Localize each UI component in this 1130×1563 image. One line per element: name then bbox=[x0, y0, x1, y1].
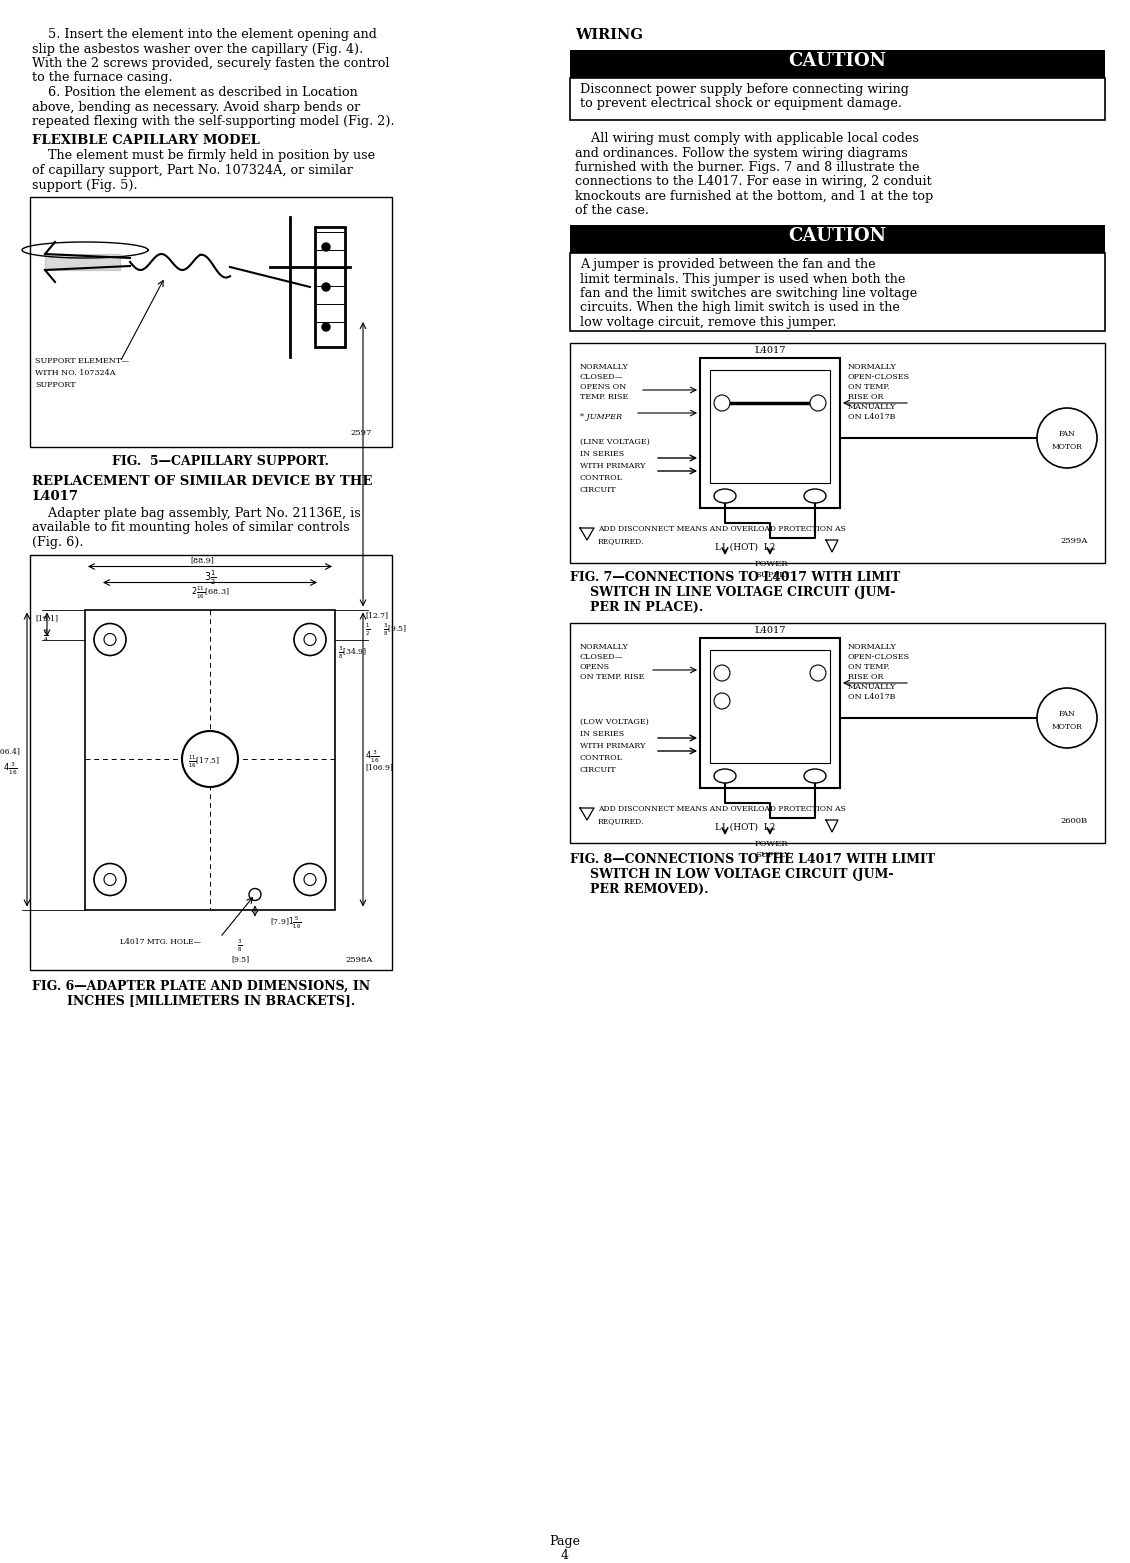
Text: repeated flexing with the self-supporting model (Fig. 2).: repeated flexing with the self-supportin… bbox=[32, 116, 394, 128]
Ellipse shape bbox=[805, 489, 826, 503]
Text: 2599A: 2599A bbox=[1060, 538, 1087, 545]
Ellipse shape bbox=[714, 769, 736, 783]
Text: L4017 MTG. HOLE—: L4017 MTG. HOLE— bbox=[120, 938, 201, 946]
Text: CONTROL: CONTROL bbox=[580, 753, 623, 763]
Text: OPENS ON: OPENS ON bbox=[580, 383, 626, 391]
Circle shape bbox=[714, 692, 730, 710]
Text: L1 (HOT)  L2: L1 (HOT) L2 bbox=[715, 542, 775, 552]
Text: L4017: L4017 bbox=[754, 345, 785, 355]
Text: FLEXIBLE CAPILLARY MODEL: FLEXIBLE CAPILLARY MODEL bbox=[32, 133, 260, 147]
Text: 2597: 2597 bbox=[350, 428, 372, 438]
Text: A jumper is provided between the fan and the: A jumper is provided between the fan and… bbox=[580, 258, 876, 270]
Text: [106.9]: [106.9] bbox=[365, 763, 393, 771]
Text: $\frac{3}{8}$[9.5]: $\frac{3}{8}$[9.5] bbox=[383, 622, 407, 638]
Text: * JUMPER: * JUMPER bbox=[580, 413, 622, 420]
Circle shape bbox=[810, 395, 826, 411]
Circle shape bbox=[810, 664, 826, 681]
Text: ON L4017B: ON L4017B bbox=[848, 692, 895, 700]
Text: MOTOR: MOTOR bbox=[1052, 442, 1083, 452]
Text: to prevent electrical shock or equipment damage.: to prevent electrical shock or equipment… bbox=[580, 97, 902, 109]
Circle shape bbox=[714, 664, 730, 681]
Text: WIRING: WIRING bbox=[575, 28, 643, 42]
Text: POWER: POWER bbox=[755, 560, 789, 567]
Text: ON TEMP.: ON TEMP. bbox=[848, 383, 889, 391]
Circle shape bbox=[94, 863, 127, 896]
Text: [106.4]: [106.4] bbox=[0, 747, 20, 755]
Text: [12.7]
$\frac{1}{2}$: [12.7] $\frac{1}{2}$ bbox=[365, 611, 388, 638]
Circle shape bbox=[294, 624, 325, 655]
Text: furnished with the burner. Figs. 7 and 8 illustrate the: furnished with the burner. Figs. 7 and 8… bbox=[575, 161, 920, 173]
Text: slip the asbestos washer over the capillary (Fig. 4).: slip the asbestos washer over the capill… bbox=[32, 42, 363, 56]
Text: Page: Page bbox=[549, 1535, 581, 1547]
Text: WITH PRIMARY: WITH PRIMARY bbox=[580, 463, 645, 470]
Text: IN SERIES: IN SERIES bbox=[580, 730, 624, 738]
Polygon shape bbox=[315, 227, 345, 347]
Text: POWER: POWER bbox=[755, 839, 789, 849]
Text: All wiring must comply with applicable local codes: All wiring must comply with applicable l… bbox=[575, 131, 919, 145]
Text: RISE OR: RISE OR bbox=[848, 392, 884, 402]
Text: CONTROL: CONTROL bbox=[580, 474, 623, 481]
Text: RISE OR: RISE OR bbox=[848, 674, 884, 681]
Text: L1 (HOT)  L2: L1 (HOT) L2 bbox=[715, 824, 775, 832]
Text: FIG. 6—ADAPTER PLATE AND DIMENSIONS, IN: FIG. 6—ADAPTER PLATE AND DIMENSIONS, IN bbox=[32, 980, 371, 993]
Text: FIG.  5—CAPILLARY SUPPORT.: FIG. 5—CAPILLARY SUPPORT. bbox=[112, 455, 329, 467]
Circle shape bbox=[304, 633, 316, 646]
Text: 6. Position the element as described in Location: 6. Position the element as described in … bbox=[32, 86, 358, 98]
Text: ADD DISCONNECT MEANS AND OVERLOAD PROTECTION AS: ADD DISCONNECT MEANS AND OVERLOAD PROTEC… bbox=[598, 805, 846, 813]
Polygon shape bbox=[570, 78, 1105, 120]
Text: [19.1]: [19.1] bbox=[35, 614, 58, 622]
Text: 2600B: 2600B bbox=[1060, 817, 1087, 825]
Text: With the 2 screws provided, securely fasten the control: With the 2 screws provided, securely fas… bbox=[32, 56, 390, 70]
Circle shape bbox=[322, 324, 330, 331]
Text: to the furnace casing.: to the furnace casing. bbox=[32, 72, 173, 84]
Text: of capillary support, Part No. 107324A, or similar: of capillary support, Part No. 107324A, … bbox=[32, 164, 353, 177]
Polygon shape bbox=[570, 50, 1105, 78]
Text: IN SERIES: IN SERIES bbox=[580, 450, 624, 458]
Text: fan and the limit switches are switching line voltage: fan and the limit switches are switching… bbox=[580, 288, 918, 300]
Text: $\frac{3}{4}$: $\frac{3}{4}$ bbox=[43, 627, 49, 644]
Text: low voltage circuit, remove this jumper.: low voltage circuit, remove this jumper. bbox=[580, 316, 836, 328]
Text: OPEN-CLOSES: OPEN-CLOSES bbox=[848, 653, 910, 661]
Text: REQUIRED.: REQUIRED. bbox=[598, 538, 644, 545]
Text: INCHES [MILLIMETERS IN BRACKETS].: INCHES [MILLIMETERS IN BRACKETS]. bbox=[67, 994, 355, 1008]
Text: (Fig. 6).: (Fig. 6). bbox=[32, 536, 84, 549]
Text: support (Fig. 5).: support (Fig. 5). bbox=[32, 178, 138, 192]
Text: TEMP. RISE: TEMP. RISE bbox=[580, 392, 628, 402]
Text: PER REMOVED).: PER REMOVED). bbox=[590, 883, 709, 896]
Text: WITH PRIMARY: WITH PRIMARY bbox=[580, 742, 645, 750]
Circle shape bbox=[304, 874, 316, 886]
Text: The element must be firmly held in position by use: The element must be firmly held in posit… bbox=[32, 150, 375, 163]
Text: WITH NO. 107324A: WITH NO. 107324A bbox=[35, 369, 115, 377]
Text: ON TEMP.: ON TEMP. bbox=[848, 663, 889, 671]
Text: knockouts are furnished at the bottom, and 1 at the top: knockouts are furnished at the bottom, a… bbox=[575, 191, 933, 203]
Text: NORMALLY: NORMALLY bbox=[848, 363, 897, 370]
Text: limit terminals. This jumper is used when both the: limit terminals. This jumper is used whe… bbox=[580, 272, 905, 286]
Text: $3\frac{1}{2}$: $3\frac{1}{2}$ bbox=[203, 569, 216, 586]
Text: [88.9]: [88.9] bbox=[190, 556, 214, 564]
Text: FAN: FAN bbox=[1059, 430, 1076, 438]
Text: PER IN PLACE).: PER IN PLACE). bbox=[590, 602, 703, 614]
Text: Disconnect power supply before connecting wiring: Disconnect power supply before connectin… bbox=[580, 83, 909, 95]
Circle shape bbox=[1037, 408, 1097, 467]
Text: ADD DISCONNECT MEANS AND OVERLOAD PROTECTION AS: ADD DISCONNECT MEANS AND OVERLOAD PROTEC… bbox=[598, 525, 846, 533]
Text: (LOW VOLTAGE): (LOW VOLTAGE) bbox=[580, 717, 649, 725]
Text: NORMALLY: NORMALLY bbox=[580, 642, 629, 652]
Text: 4: 4 bbox=[560, 1549, 570, 1561]
Text: FIG. 7—CONNECTIONS TO L4017 WITH LIMIT: FIG. 7—CONNECTIONS TO L4017 WITH LIMIT bbox=[570, 570, 901, 585]
Text: SUPPLY: SUPPLY bbox=[755, 570, 790, 578]
Text: of the case.: of the case. bbox=[575, 205, 649, 217]
Text: CIRCUIT: CIRCUIT bbox=[580, 486, 617, 494]
Text: $\frac{3}{8}$
[9.5]: $\frac{3}{8}$ [9.5] bbox=[231, 938, 249, 963]
Text: L4017: L4017 bbox=[32, 489, 78, 503]
Text: CAUTION: CAUTION bbox=[788, 227, 886, 245]
Text: MANUALLY: MANUALLY bbox=[848, 403, 896, 411]
Circle shape bbox=[104, 633, 116, 646]
Ellipse shape bbox=[805, 769, 826, 783]
Text: Adapter plate bag assembly, Part No. 21136E, is: Adapter plate bag assembly, Part No. 211… bbox=[32, 506, 360, 520]
Text: available to fit mounting holes of similar controls: available to fit mounting holes of simil… bbox=[32, 522, 349, 535]
Text: L4017: L4017 bbox=[754, 627, 785, 635]
Circle shape bbox=[322, 283, 330, 291]
Circle shape bbox=[249, 888, 261, 900]
Text: ON TEMP. RISE: ON TEMP. RISE bbox=[580, 674, 644, 681]
Text: $2\frac{11}{16}$[68.3]: $2\frac{11}{16}$[68.3] bbox=[191, 585, 229, 600]
